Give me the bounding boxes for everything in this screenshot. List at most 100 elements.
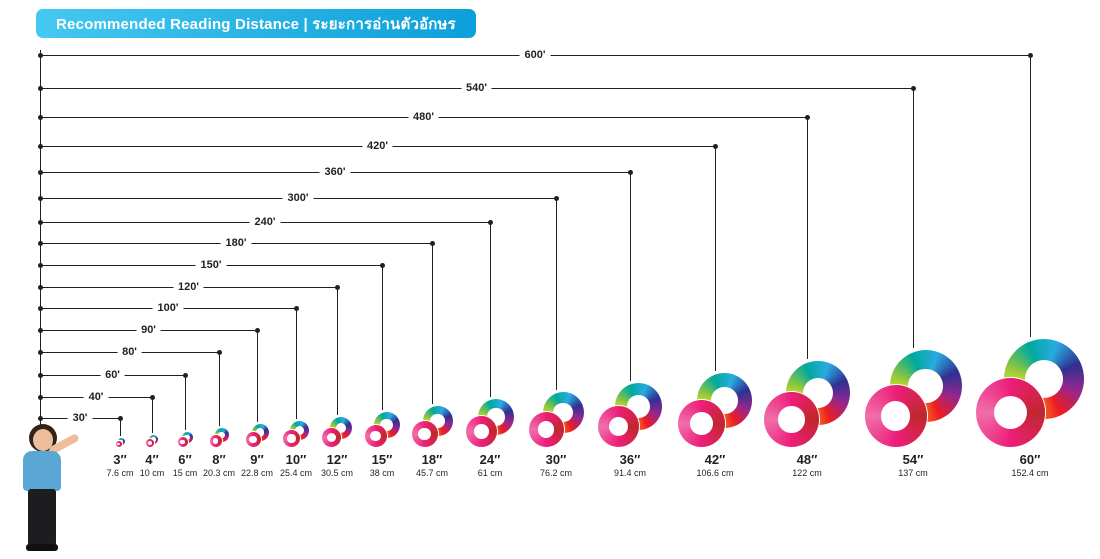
size-label-cm: 15 cm — [172, 468, 198, 478]
drop-line — [715, 148, 716, 371]
endpoint-dot — [37, 305, 43, 311]
logo-pink-hole — [880, 401, 911, 431]
logo-main-ring — [181, 432, 193, 443]
logo-icon — [245, 424, 269, 447]
logo-main-hole — [335, 422, 347, 434]
presenter-head — [33, 429, 53, 451]
logo-pink-ring — [364, 425, 387, 447]
endpoint-dot — [487, 219, 493, 225]
size-label-inches: 18″ — [421, 452, 443, 467]
distance-label: 240' — [249, 216, 281, 228]
logo-main-hole — [184, 434, 190, 441]
logo-icon — [146, 435, 158, 447]
endpoint-dot — [429, 240, 435, 246]
logo-pink-ring — [322, 428, 341, 447]
logo-icon — [764, 361, 850, 447]
size-label-inches: 12″ — [326, 452, 348, 467]
distance-label: 480' — [408, 111, 439, 123]
endpoint-dot — [553, 195, 559, 201]
logo-main-hole — [255, 428, 265, 437]
endpoint-dot — [37, 52, 43, 58]
drop-line — [219, 354, 220, 426]
endpoint-dot — [1027, 52, 1033, 58]
endpoint-dot — [910, 85, 916, 91]
drop-line — [630, 174, 631, 381]
drop-line — [152, 399, 153, 433]
size-label-cm: 106.6 cm — [696, 468, 734, 478]
size-label-cm: 91.4 cm — [613, 468, 647, 478]
endpoint-dot — [627, 169, 633, 175]
logo-icon — [976, 339, 1084, 447]
axis-line — [40, 50, 41, 427]
endpoint-dot — [37, 219, 43, 225]
endpoint-dot — [149, 394, 155, 400]
logo-pink-hole — [537, 421, 555, 438]
logo-icon — [528, 392, 584, 447]
size-label-cm: 61 cm — [477, 468, 503, 478]
distance-label: 360' — [319, 166, 351, 178]
distance-label: 120' — [173, 281, 204, 293]
logo-icon — [466, 399, 514, 447]
logo-pink-ring — [283, 430, 300, 447]
logo-pink-ring — [245, 432, 261, 447]
logo-pink-hole — [993, 395, 1028, 430]
logo-icon — [283, 421, 309, 447]
size-label-inches: 3″ — [113, 452, 127, 467]
size-label-cm: 22.8 cm — [240, 468, 274, 478]
endpoint-dot — [37, 372, 43, 378]
size-label-inches: 24″ — [479, 452, 501, 467]
logo-pink-ring — [678, 400, 725, 447]
logo-pink-hole — [180, 439, 185, 445]
size-label-cm: 122 cm — [792, 468, 822, 478]
size-label-inches: 10″ — [285, 452, 307, 467]
distance-label: 420' — [362, 140, 393, 152]
distance-label: 300' — [282, 192, 314, 204]
drop-line — [382, 267, 383, 410]
logo-pink-ring — [177, 437, 188, 447]
logo-pink-ring — [598, 406, 639, 447]
logo-icon — [322, 417, 352, 447]
drop-line — [337, 289, 338, 415]
logo-pink-ring — [764, 392, 819, 447]
size-label-inches: 9″ — [250, 452, 264, 467]
logo-pink-ring — [466, 416, 497, 447]
size-label-cm: 30.5 cm — [320, 468, 354, 478]
logo-pink-ring — [528, 412, 564, 447]
logo-pink-hole — [418, 427, 431, 441]
size-label-inches: 48″ — [796, 452, 818, 467]
drop-line — [257, 332, 258, 422]
size-label-inches: 54″ — [902, 452, 924, 467]
logo-icon — [678, 373, 752, 447]
size-label-cm: 152.4 cm — [1011, 468, 1049, 478]
logo-pink-ring — [976, 378, 1045, 447]
endpoint-dot — [182, 372, 188, 378]
drop-line — [185, 377, 186, 430]
logo-icon — [864, 350, 962, 447]
presenter-shoes — [26, 544, 58, 551]
size-label-cm: 76.2 cm — [539, 468, 573, 478]
size-label-cm: 10 cm — [139, 468, 165, 478]
size-label-cm: 45.7 cm — [415, 468, 449, 478]
distance-label: 30' — [67, 412, 93, 424]
endpoint-dot — [379, 262, 385, 268]
drop-line — [432, 245, 433, 404]
endpoint-dot — [712, 143, 718, 149]
endpoint-dot — [37, 327, 43, 333]
size-label-inches: 42″ — [704, 452, 726, 467]
logo-icon — [411, 406, 453, 447]
logo-pink-hole — [778, 406, 805, 433]
logo-pink-ring — [864, 385, 927, 447]
distance-label: 100' — [152, 302, 184, 314]
logo-main-ring — [149, 435, 158, 444]
distance-label: 540' — [461, 82, 492, 94]
logo-pink-hole — [370, 430, 381, 442]
endpoint-dot — [37, 394, 43, 400]
endpoint-dot — [37, 195, 43, 201]
size-label-cm: 7.6 cm — [106, 468, 134, 478]
size-label-cm: 137 cm — [898, 468, 928, 478]
drop-line — [490, 224, 491, 397]
endpoint-dot — [37, 114, 43, 120]
distance-label: 150' — [195, 259, 227, 271]
